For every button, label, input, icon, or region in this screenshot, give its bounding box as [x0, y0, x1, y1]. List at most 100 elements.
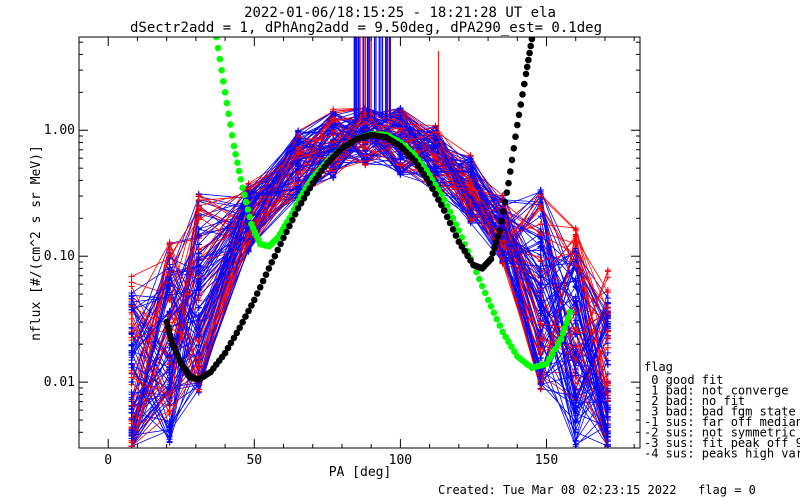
sample-point	[245, 247, 252, 254]
sample-point	[604, 304, 611, 311]
sample-point	[166, 392, 173, 399]
series-point	[473, 268, 480, 276]
series-point	[514, 121, 521, 129]
series-point	[455, 238, 463, 246]
sample-trace	[131, 107, 609, 437]
sample-point	[604, 328, 611, 335]
sample-point	[604, 421, 611, 428]
sample-point	[467, 159, 474, 166]
sample-point	[330, 163, 337, 170]
sample-point	[128, 320, 135, 327]
sample-trace	[131, 112, 609, 443]
legend-entry: 0 good fit	[644, 373, 723, 387]
series-point	[230, 334, 238, 342]
sample-point	[604, 313, 611, 320]
legend-title: flag	[644, 360, 673, 374]
sample-point	[166, 246, 173, 253]
series-point	[499, 328, 507, 336]
legend-entry: 3 bad: bad fgm state	[644, 405, 796, 419]
sample-point	[604, 349, 611, 356]
sample-point	[195, 382, 202, 389]
sample-point	[128, 301, 135, 308]
series-point	[522, 70, 530, 78]
series-point	[291, 210, 299, 218]
series-point	[253, 290, 261, 297]
chart-subtitle: dSectr2add = 1, dPhAng2add = 9.50deg, dP…	[130, 20, 602, 36]
sample-point	[467, 186, 474, 193]
sample-point	[128, 416, 135, 423]
series-point	[566, 308, 574, 316]
sample-point	[362, 144, 369, 151]
series-point	[489, 250, 497, 257]
axis-layer: 0 50 100 150 0.01 0.10 1.00	[44, 37, 640, 468]
sample-point	[537, 265, 544, 272]
series-point	[484, 296, 492, 304]
sample-point	[499, 252, 506, 259]
sample-trace	[131, 119, 609, 447]
sample-point	[499, 193, 506, 200]
sample-point	[604, 443, 611, 448]
series-point	[426, 179, 433, 187]
sample-trace	[131, 138, 609, 447]
sample-point	[537, 386, 544, 393]
series-point	[223, 99, 231, 107]
sample-point	[166, 386, 173, 393]
sample-trace	[131, 119, 609, 447]
series-point	[221, 349, 229, 357]
series-point	[455, 227, 463, 234]
sample-point	[245, 240, 252, 247]
sample-point	[572, 331, 579, 338]
series-point	[452, 232, 460, 239]
series-point	[306, 184, 314, 192]
series-point	[216, 55, 224, 63]
sample-point	[537, 235, 544, 242]
sample-point	[467, 198, 474, 205]
legend-entry: -4 sus: peaks high var	[644, 447, 800, 461]
sample-trace	[131, 107, 609, 439]
sample-point	[295, 127, 302, 134]
series-point	[490, 309, 498, 317]
legend-entry: 1 bad: not converge	[644, 384, 789, 398]
series-point	[432, 190, 439, 198]
sample-trace	[131, 130, 609, 447]
sample-point	[330, 136, 337, 143]
series-point	[233, 329, 241, 337]
sample-trace	[131, 129, 609, 447]
sample-point	[128, 306, 135, 313]
sample-point	[572, 357, 579, 364]
series-point	[429, 185, 436, 192]
sample-point	[604, 320, 611, 327]
sample-point	[166, 274, 173, 281]
legend: 0 good fit 1 bad: not converge 2 bad: no…	[644, 373, 800, 461]
sample-point	[572, 233, 579, 240]
sample-point	[604, 274, 611, 281]
series-point	[527, 42, 534, 50]
series-point	[502, 333, 509, 341]
sample-point	[572, 426, 579, 433]
sample-point	[572, 386, 579, 393]
sample-point	[537, 282, 544, 289]
series-point	[435, 196, 442, 203]
sample-trace	[131, 112, 609, 431]
sample-point	[195, 203, 202, 210]
series-point	[508, 156, 516, 164]
series-point	[517, 101, 525, 108]
sample-point	[166, 364, 173, 371]
series-point	[214, 44, 222, 52]
series-point	[492, 238, 500, 246]
legend-entry: -3 sus: fit peak off 90	[644, 436, 800, 450]
series-point	[496, 322, 504, 329]
sample-point	[295, 169, 302, 176]
sample-point	[166, 432, 173, 439]
sample-point	[537, 226, 544, 233]
sample-point	[467, 179, 474, 186]
series-point	[227, 339, 235, 347]
series-point	[561, 324, 568, 332]
series-point	[505, 179, 512, 187]
legend-entry: -2 sus: not symmetric	[644, 426, 796, 440]
series-point	[256, 284, 264, 291]
series-point	[552, 345, 559, 353]
sample-trace	[131, 129, 609, 447]
sample-point	[166, 264, 173, 271]
sample-point	[432, 124, 439, 131]
